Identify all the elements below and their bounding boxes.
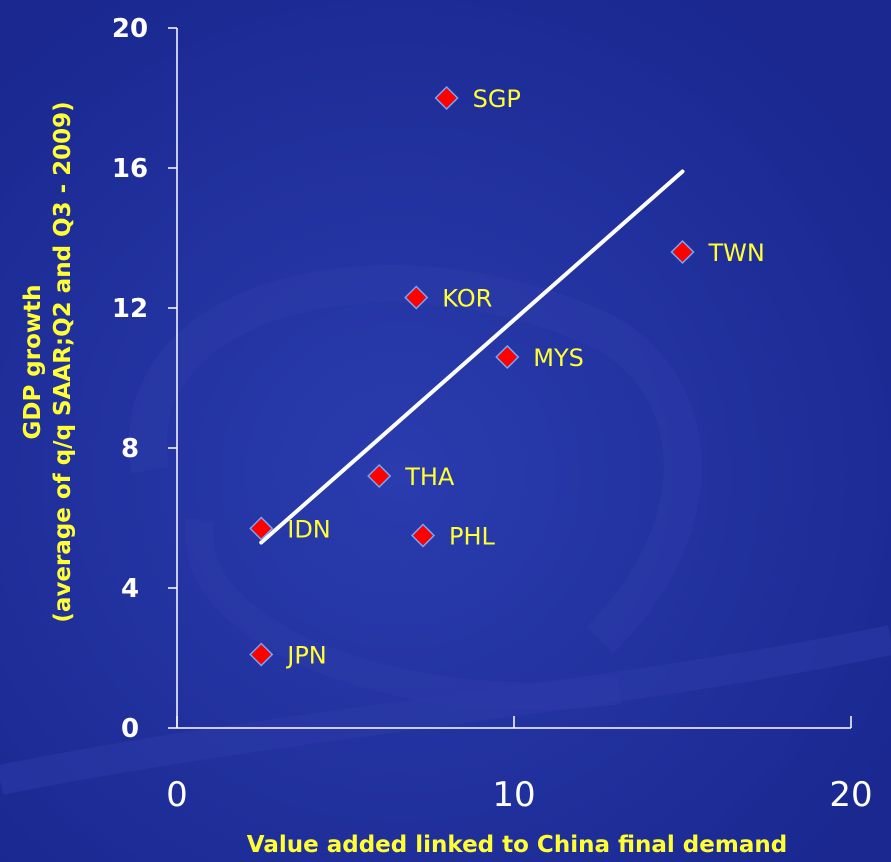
y-tick-label: 20 bbox=[112, 14, 148, 44]
trendline-group bbox=[259, 169, 685, 545]
axis-titles: Value added linked to China final demand… bbox=[20, 101, 787, 858]
points-group: SGP TWN KOR MYS THA IDN PHL JPN bbox=[249, 85, 765, 670]
x-tick-label: 0 bbox=[166, 775, 188, 815]
point-label-jpn: JPN bbox=[285, 642, 327, 670]
data-point-sgp bbox=[434, 85, 459, 111]
data-point-kor bbox=[404, 285, 429, 310]
data-point-mys bbox=[495, 344, 520, 370]
point-label-sgp: SGP bbox=[473, 85, 521, 113]
point-label-twn: TWN bbox=[708, 239, 765, 267]
data-point-phl bbox=[410, 523, 436, 548]
x-axis-title: Value added linked to China final demand bbox=[247, 832, 787, 858]
data-point-tha bbox=[367, 463, 392, 489]
y-tick-label: 4 bbox=[121, 574, 139, 604]
trendline bbox=[259, 169, 685, 545]
x-tick-label: 10 bbox=[492, 775, 535, 815]
decorative-swooshes bbox=[0, 265, 891, 795]
y-tick-label: 8 bbox=[121, 434, 139, 464]
y-tick-label: 16 bbox=[112, 154, 148, 184]
y-axis-title-line2: (average of q/q SAAR;Q2 and Q3 - 2009) bbox=[50, 101, 76, 622]
point-label-mys: MYS bbox=[533, 344, 584, 372]
point-label-phl: PHL bbox=[449, 523, 496, 551]
data-point-twn bbox=[670, 239, 695, 265]
point-label-kor: KOR bbox=[442, 285, 492, 313]
y-axis-title-line1: GDP growth bbox=[20, 284, 46, 439]
y-tick-label: 0 bbox=[121, 714, 139, 744]
data-point-jpn bbox=[249, 642, 274, 667]
point-label-idn: IDN bbox=[287, 516, 331, 544]
axes: 0 4 8 12 16 20 0 10 20 bbox=[112, 14, 873, 815]
point-label-tha: THA bbox=[404, 463, 455, 491]
data-point-idn bbox=[249, 516, 274, 541]
y-tick-label: 12 bbox=[112, 294, 148, 324]
x-tick-label: 20 bbox=[829, 775, 872, 815]
